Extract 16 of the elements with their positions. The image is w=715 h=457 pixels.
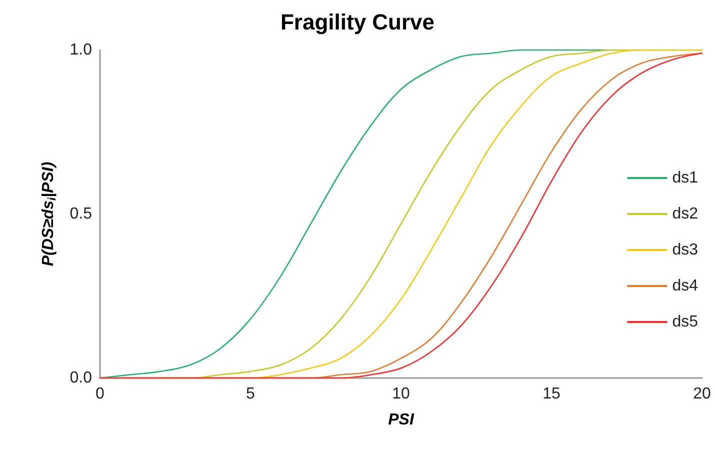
x-axis-title: PSI bbox=[388, 412, 414, 428]
chart-title: Fragility Curve bbox=[280, 10, 435, 34]
y-tick-label: 0.5 bbox=[70, 206, 92, 222]
legend-label: ds3 bbox=[672, 242, 698, 258]
legend-label: ds5 bbox=[672, 314, 698, 330]
x-tick-label: 20 bbox=[693, 386, 711, 402]
x-tick-label: 10 bbox=[392, 386, 410, 402]
y-tick-label: 0.0 bbox=[70, 370, 92, 386]
legend-label: ds2 bbox=[672, 206, 698, 222]
x-tick-label: 15 bbox=[542, 386, 560, 402]
x-tick-label: 5 bbox=[246, 386, 256, 402]
legend-label: ds1 bbox=[672, 170, 698, 186]
legend-label: ds4 bbox=[672, 278, 698, 294]
x-tick-label: 0 bbox=[96, 386, 105, 402]
y-tick-label: 1.0 bbox=[70, 42, 92, 58]
y-axis-title: P(DS≥dsi|PSI) bbox=[40, 162, 58, 266]
